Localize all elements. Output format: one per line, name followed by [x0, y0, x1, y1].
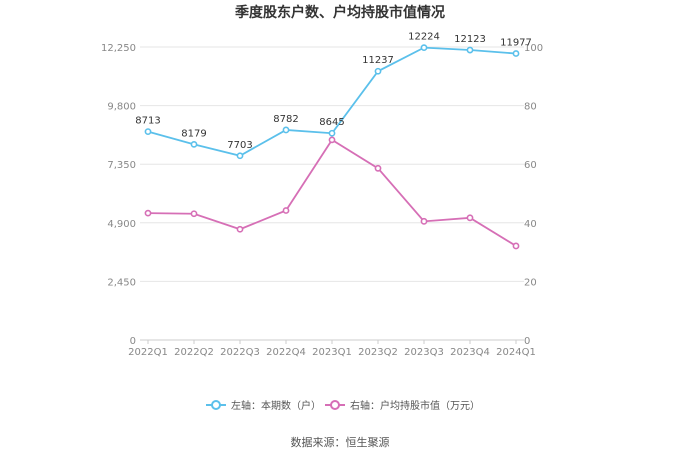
data-point-right — [328, 136, 336, 144]
data-point-left — [236, 152, 244, 160]
y-left-tick-label: 12,250 — [101, 43, 136, 54]
legend[interactable]: 左轴：本期数（户） 右轴：户均持股市值（万元） — [206, 399, 480, 412]
data-point-left — [282, 126, 290, 134]
legend-marker — [211, 400, 221, 410]
data-point-left — [144, 128, 152, 135]
y-left-tick-label: 9,800 — [107, 102, 136, 113]
y-left-tick-label: 2,450 — [107, 277, 136, 288]
data-point-right — [466, 214, 474, 222]
data-point-right — [374, 164, 382, 172]
data-label: 8713 — [135, 116, 160, 127]
data-point-right — [144, 209, 152, 217]
data-point-right — [282, 207, 290, 214]
data-point-right — [236, 225, 244, 233]
data-label: 12224 — [408, 32, 440, 43]
x-tick-label: 2023Q3 — [404, 347, 444, 358]
x-tick-label: 2023Q1 — [312, 347, 352, 358]
legend-label: 右轴：户均持股市值（万元） — [350, 399, 480, 412]
data-point-left — [466, 46, 474, 54]
series-layer: 8713 8179 7703 8782 8645 11237 12224 12123 11977 — [135, 32, 532, 250]
x-tick-label: 2023Q4 — [450, 347, 490, 358]
chart-title: 季度股东户数、户均持股市值情况 — [234, 4, 445, 21]
y-axis-left: 0 2,450 4,900 7,350 9,800 12,250 — [101, 43, 136, 347]
data-point-left — [328, 129, 336, 137]
data-label: 7703 — [227, 140, 252, 151]
x-axis: 2022Q1 2022Q2 2022Q3 2022Q4 2023Q1 2023Q2 2023… — [128, 340, 536, 358]
y-right-tick-label: 100 — [524, 43, 543, 54]
x-tick-label: 2022Q1 — [128, 347, 168, 358]
data-source: 数据来源：恒生聚源 — [291, 435, 390, 449]
data-point-left — [420, 44, 428, 52]
data-point-left — [512, 50, 520, 57]
data-point-right — [190, 210, 198, 218]
data-label: 11237 — [362, 55, 394, 66]
y-axis-right: 0 20 40 60 80 100 — [524, 43, 543, 347]
y-left-tick-label: 0 — [130, 336, 136, 347]
x-tick-label: 2022Q2 — [174, 347, 214, 358]
series-line-right — [147, 138, 517, 247]
data-point-left — [190, 140, 198, 148]
y-right-tick-label: 20 — [524, 277, 537, 288]
data-label: 8782 — [273, 114, 298, 125]
data-point-left — [374, 67, 382, 75]
data-label: 8179 — [181, 128, 206, 139]
data-label: 8645 — [319, 117, 344, 128]
x-tick-label: 2024Q1 — [496, 347, 536, 358]
y-right-tick-label: 40 — [524, 219, 537, 230]
legend-label: 左轴：本期数（户） — [231, 399, 321, 412]
y-right-tick-label: 60 — [524, 160, 537, 171]
data-point-right — [420, 217, 428, 225]
y-right-tick-label: 0 — [524, 336, 530, 347]
x-tick-label: 2022Q4 — [266, 347, 306, 358]
data-point-right — [512, 242, 520, 250]
y-left-tick-label: 4,900 — [107, 219, 136, 230]
y-right-tick-label: 80 — [524, 102, 537, 113]
x-tick-label: 2023Q2 — [358, 347, 398, 358]
legend-item-right[interactable]: 右轴：户均持股市值（万元） — [325, 399, 480, 412]
data-label: 11977 — [500, 38, 532, 49]
data-label: 12123 — [454, 34, 486, 45]
grid — [140, 46, 524, 341]
legend-marker — [330, 400, 340, 410]
legend-item-left[interactable]: 左轴：本期数（户） — [206, 399, 321, 412]
y-left-tick-label: 7,350 — [107, 160, 136, 171]
x-tick-label: 2022Q3 — [220, 347, 260, 358]
